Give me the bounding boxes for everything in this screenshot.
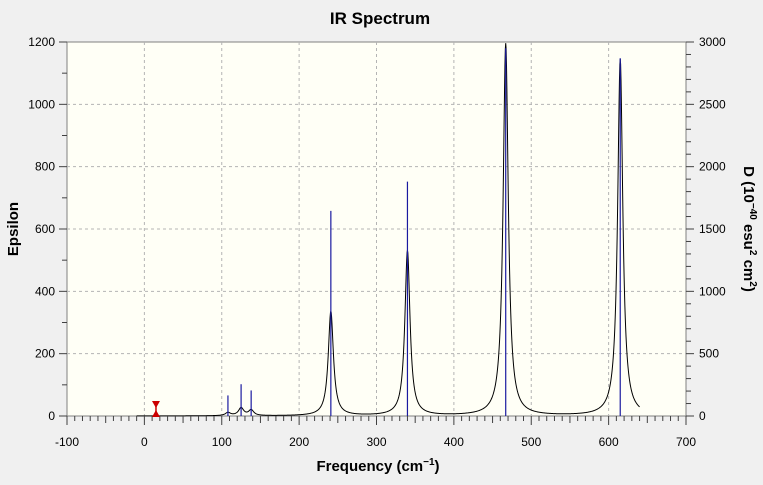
x-axis-label: Frequency (cm−1)	[316, 457, 439, 475]
x-tick-label: 0	[141, 435, 148, 449]
y-left-tick-label: 0	[48, 409, 55, 423]
y-left-tick-label: 800	[35, 160, 55, 174]
y-right-tick-label: 0	[699, 409, 706, 423]
marker-triangle-bottom	[151, 410, 160, 417]
y-right-tick-label: 1500	[699, 222, 726, 236]
marker-triangle-top	[151, 401, 160, 408]
y-right-tick-label: 3000	[699, 35, 726, 49]
x-tick-label: 500	[521, 435, 541, 449]
y-right-tick-label: 2500	[699, 97, 726, 111]
y-axis-left-label: Epsilon	[5, 202, 22, 256]
x-tick-label: 100	[212, 435, 232, 449]
axes: -100 0 100 200 300 400 500 600 70002004006008001…	[28, 35, 726, 449]
x-tick-label: 600	[599, 435, 619, 449]
x-tick-label: -100	[55, 435, 79, 449]
spectrum-layer	[136, 43, 640, 417]
grid-lines	[67, 42, 686, 416]
y-right-tick-label: 500	[699, 347, 719, 361]
spectrum-curve	[136, 43, 640, 417]
x-tick-label: 200	[289, 435, 309, 449]
y-left-tick-label: 1200	[28, 35, 55, 49]
x-tick-label: 400	[444, 435, 464, 449]
y-right-tick-label: 1000	[699, 284, 726, 298]
y-left-tick-label: 1000	[28, 97, 55, 111]
y-left-tick-label: 600	[35, 222, 55, 236]
y-right-tick-label: 2000	[699, 160, 726, 174]
x-tick-label: 700	[676, 435, 696, 449]
y-left-tick-label: 400	[35, 284, 55, 298]
stick-layer	[227, 48, 621, 416]
y-axis-right-label: D (10−40 esu2 cm2)	[740, 166, 758, 292]
x-tick-label: 300	[366, 435, 386, 449]
frequency-marker[interactable]	[151, 401, 160, 417]
y-left-tick-label: 200	[35, 347, 55, 361]
chart-title: IR Spectrum	[330, 9, 430, 28]
